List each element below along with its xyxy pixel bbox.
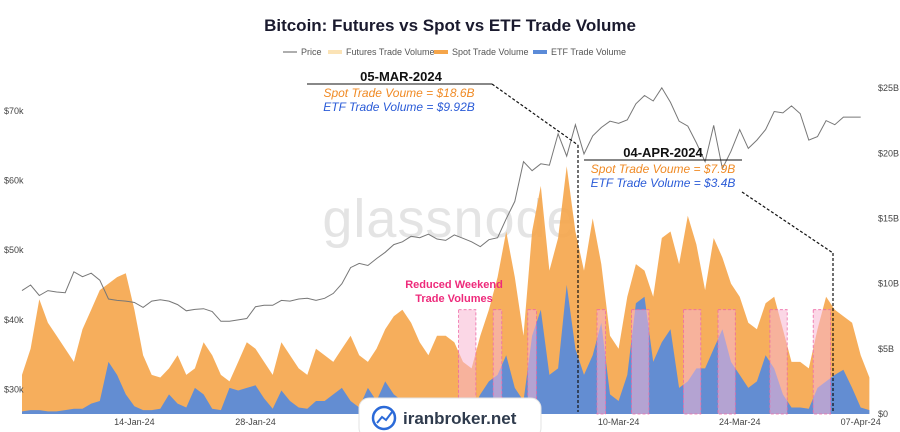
annotation-mar-05: 05-MAR-2024 Spot Trade Voume = $18.6B ET…	[307, 69, 579, 412]
right-tick-label: $10B	[878, 279, 899, 289]
weekend-callout-line2: Trade Volumes	[415, 293, 492, 305]
site-logo: iranbroker.net	[358, 397, 542, 432]
weekend-band-4	[596, 309, 607, 415]
legend-etf-label: ETF Trade Volume	[551, 47, 626, 57]
right-tick-label: $15B	[878, 213, 899, 223]
site-logo-icon-trend	[376, 411, 393, 424]
weekend-band-6	[683, 309, 702, 415]
etf-volume-area	[22, 284, 870, 414]
weekend-callout: Reduced Weekend Trade Volumes	[405, 279, 503, 305]
site-logo-text: iranbroker.net	[403, 409, 517, 428]
annotation-1-etf: ETF Trade Volume = $9.92B	[323, 100, 475, 114]
weekend-band-9	[812, 309, 831, 415]
right-axis: $0 $5B $10B $15B $20B $25B	[878, 83, 899, 419]
weekend-bands	[458, 309, 831, 415]
annotation-2-etf: ETF Trade Volume = $3.4B	[591, 176, 736, 190]
left-tick-label: $50k	[4, 245, 24, 255]
left-tick-label: $40k	[4, 315, 24, 325]
site-logo-icon	[371, 405, 397, 431]
site-logo-box	[358, 397, 542, 432]
weekend-band-7	[717, 309, 736, 415]
x-tick-label: 07-Apr-24	[841, 417, 881, 427]
weekend-band-5	[631, 309, 650, 415]
x-tick-label: 28-Jan-24	[235, 417, 276, 427]
left-tick-label: $70k	[4, 106, 24, 116]
legend-price-label: Price	[301, 47, 322, 57]
legend-spot-label: Spot Trade Volume	[452, 47, 529, 57]
right-tick-label: $5B	[878, 344, 894, 354]
left-tick-label: $60k	[4, 176, 24, 186]
x-axis: 14-Jan-24 28-Jan-24 10-Mar-24 24-Mar-24 07-A…	[114, 417, 881, 427]
right-tick-label: $25B	[878, 83, 899, 93]
annotation-2-leader	[741, 191, 834, 254]
x-tick-label: 14-Jan-24	[114, 417, 155, 427]
right-tick-label: $0	[878, 409, 888, 419]
annotation-apr-04: 04-APR-2024 Spot Trade Voume = $7.9B ETF…	[584, 145, 834, 412]
annotation-1-leader	[491, 83, 579, 146]
annotation-2-spot: Spot Trade Voume = $7.9B	[591, 162, 735, 176]
legend-futures-label: Futures Trade Volume	[346, 47, 435, 57]
annotation-2-date: 04-APR-2024	[623, 145, 703, 160]
weekend-callout-line1: Reduced Weekend	[405, 279, 503, 291]
right-tick-label: $20B	[878, 148, 899, 158]
annotation-1-spot: Spot Trade Voume = $18.6B	[323, 86, 474, 100]
x-tick-label: 10-Mar-24	[598, 417, 640, 427]
annotation-1-date: 05-MAR-2024	[360, 69, 442, 84]
legend: Price Futures Trade Volume Spot Trade Vo…	[283, 47, 626, 57]
volume-areas	[22, 166, 870, 414]
weekend-band-8	[769, 309, 788, 415]
x-tick-label: 24-Mar-24	[719, 417, 761, 427]
left-tick-label: $30k	[4, 385, 24, 395]
left-axis: $30k $40k $50k $60k $70k	[4, 106, 24, 395]
chart-title: Bitcoin: Futures vs Spot vs ETF Trade Vo…	[264, 16, 636, 35]
price-line	[21, 86, 861, 322]
